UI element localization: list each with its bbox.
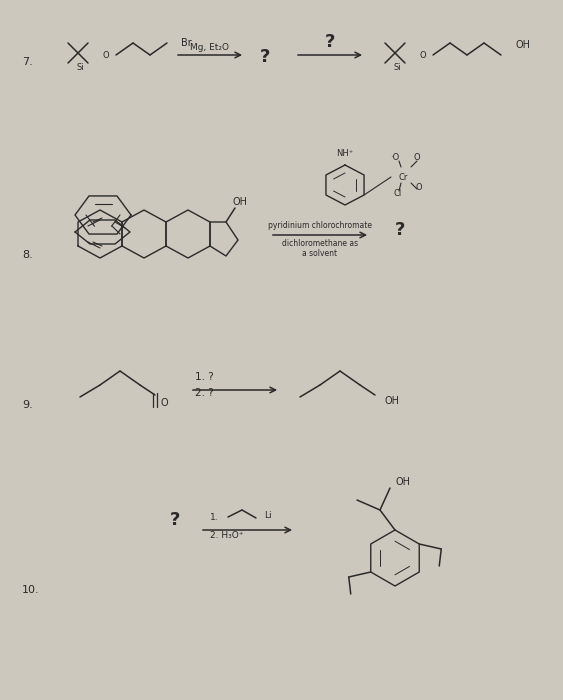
Text: 2. H₃O⁺: 2. H₃O⁺	[210, 531, 244, 540]
Text: 1. ?: 1. ?	[195, 372, 214, 382]
Text: a solvent: a solvent	[302, 248, 338, 258]
Text: OH: OH	[515, 40, 530, 50]
Text: OH: OH	[233, 197, 248, 207]
Text: 2. ?: 2. ?	[195, 388, 214, 398]
Text: Cl: Cl	[394, 188, 402, 197]
Text: Cr: Cr	[398, 172, 408, 181]
Text: OH: OH	[395, 477, 410, 487]
Text: 1.: 1.	[210, 512, 218, 522]
Text: ·O: ·O	[390, 153, 400, 162]
Text: 10.: 10.	[22, 585, 39, 595]
Text: dichloromethane as: dichloromethane as	[282, 239, 358, 248]
Text: O: O	[414, 153, 421, 162]
Text: ?: ?	[325, 33, 335, 51]
Text: ?: ?	[170, 511, 180, 529]
Text: NH⁺: NH⁺	[336, 148, 354, 158]
Text: 8.: 8.	[22, 250, 33, 260]
Text: 9.: 9.	[22, 400, 33, 410]
Text: O: O	[415, 183, 422, 192]
Text: O: O	[102, 50, 109, 60]
Text: 7.: 7.	[22, 57, 33, 67]
Text: OH: OH	[385, 396, 400, 406]
Text: O: O	[419, 50, 426, 60]
Text: Br: Br	[181, 38, 192, 48]
Text: pyridinium chlorochromate: pyridinium chlorochromate	[268, 220, 372, 230]
Text: Li: Li	[264, 512, 271, 521]
Text: O: O	[160, 398, 168, 408]
Text: ?: ?	[260, 48, 270, 66]
Text: Mg, Et₂O: Mg, Et₂O	[190, 43, 230, 52]
Text: Si: Si	[76, 62, 84, 71]
Text: Si: Si	[393, 62, 401, 71]
Text: ?: ?	[395, 221, 405, 239]
